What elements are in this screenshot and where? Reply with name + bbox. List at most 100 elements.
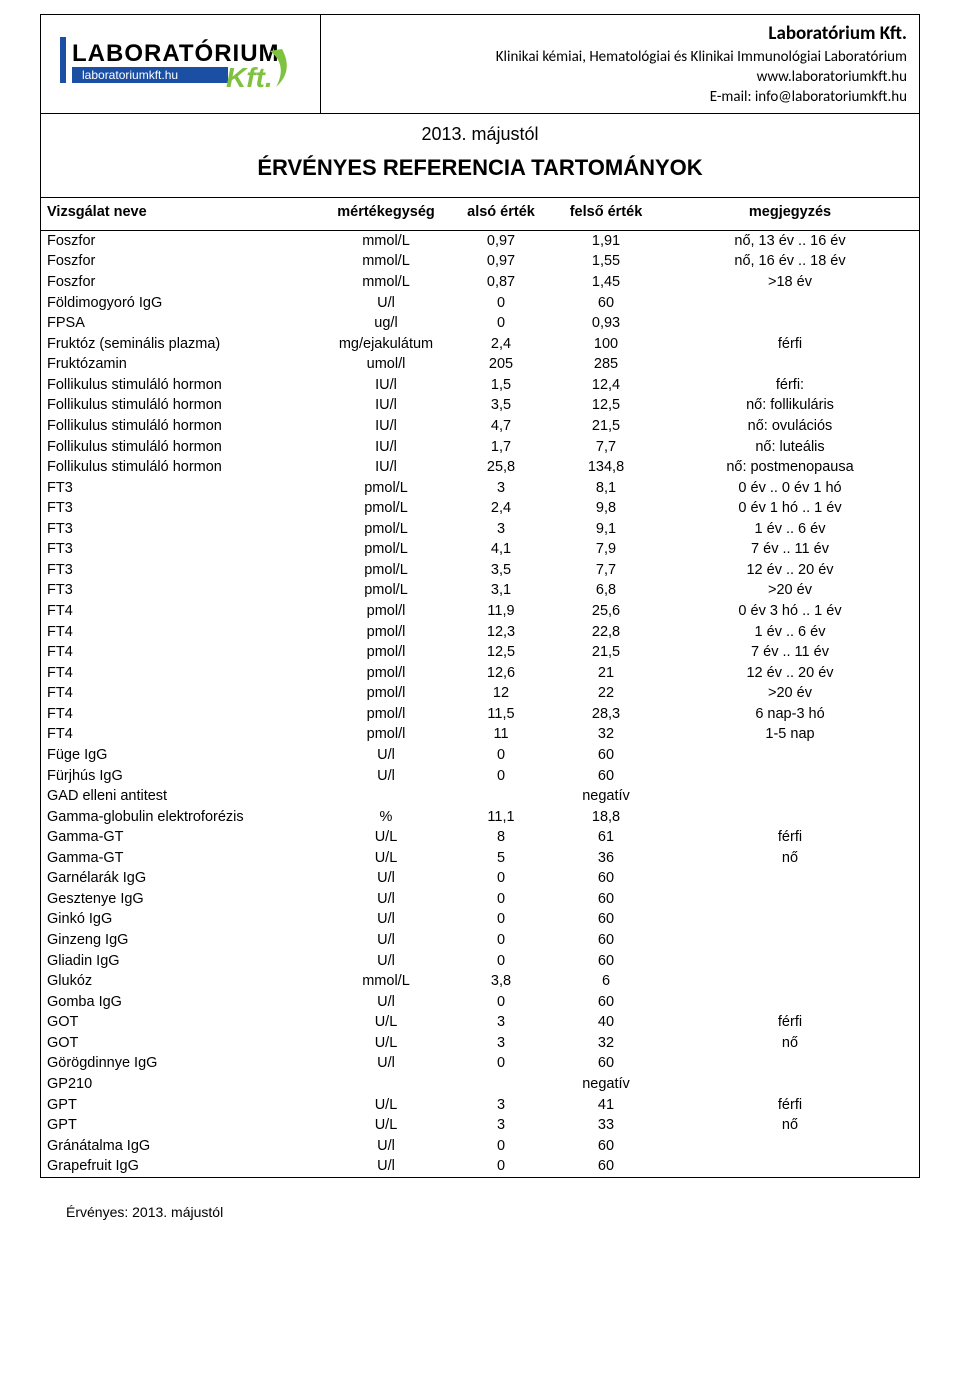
table-cell: 0 [451, 931, 551, 952]
table-cell: % [321, 807, 451, 828]
table-cell [661, 745, 919, 766]
table-row: FT4pmol/l12,521,57 év .. 11 év [41, 643, 919, 664]
table-cell: 0 [451, 889, 551, 910]
table-cell: pmol/l [321, 622, 451, 643]
table-cell: 60 [551, 992, 661, 1013]
table-cell: GPT [41, 1095, 321, 1116]
table-cell: pmol/l [321, 725, 451, 746]
table-cell: Gránátalma IgG [41, 1136, 321, 1157]
table-cell: nő: ovulációs [661, 416, 919, 437]
table-cell: Fruktózamin [41, 355, 321, 376]
table-cell: 28,3 [551, 704, 661, 725]
table-cell: 7,7 [551, 560, 661, 581]
table-row: Gomba IgGU/l060 [41, 992, 919, 1013]
table-row: GPTU/L341férfi [41, 1095, 919, 1116]
table-cell: 11 [451, 725, 551, 746]
table-cell: 0 [451, 951, 551, 972]
table-cell: 60 [551, 889, 661, 910]
table-cell: mmol/L [321, 273, 451, 294]
table-cell: 205 [451, 355, 551, 376]
reference-table: Vizsgálat neve mértékegység alsó érték f… [41, 198, 919, 1177]
main-title: ÉRVÉNYES REFERENCIA TARTOMÁNYOK [41, 155, 919, 181]
table-row: GOTU/L340férfi [41, 1013, 919, 1034]
table-cell: 32 [551, 1033, 661, 1054]
table-row: Gliadin IgGU/l060 [41, 951, 919, 972]
table-row: FT4pmol/l12,322,81 év .. 6 év [41, 622, 919, 643]
table-cell: Gamma-globulin elektroforézis [41, 807, 321, 828]
table-cell: Gamma-GT [41, 828, 321, 849]
table-row: Fruktóz (seminális plazma)mg/ejakulátum2… [41, 334, 919, 355]
table-cell: GOT [41, 1013, 321, 1034]
table-cell: férfi [661, 1095, 919, 1116]
header-row: LABORATÓRIUM laboratoriumkft.hu Kft. Lab… [41, 15, 919, 114]
table-cell: 60 [551, 293, 661, 314]
table-row: Földimogyoró IgGU/l060 [41, 293, 919, 314]
table-cell: 1,7 [451, 437, 551, 458]
table-cell [661, 910, 919, 931]
table-cell: 0,87 [451, 273, 551, 294]
table-cell: Gomba IgG [41, 992, 321, 1013]
table-cell: 25,6 [551, 602, 661, 623]
table-cell: mmol/L [321, 252, 451, 273]
table-cell: 12,4 [551, 375, 661, 396]
table-cell: 6,8 [551, 581, 661, 602]
table-cell: FT4 [41, 622, 321, 643]
table-cell: nő: postmenopausa [661, 458, 919, 479]
table-row: FT4pmol/l11,925,60 év 3 hó .. 1 év [41, 602, 919, 623]
table-cell: >18 év [661, 273, 919, 294]
table-cell: 0 [451, 1157, 551, 1178]
table-cell: Follikulus stimuláló hormon [41, 396, 321, 417]
table-cell [451, 1074, 551, 1095]
table-cell: 6 [551, 972, 661, 993]
table-cell: 33 [551, 1116, 661, 1137]
table-row: FT4pmol/l12,62112 év .. 20 év [41, 663, 919, 684]
title-block: 2013. májustól ÉRVÉNYES REFERENCIA TARTO… [41, 114, 919, 198]
header-email: E-mail: info@laboratoriumkft.hu [327, 87, 907, 107]
table-cell [321, 1074, 451, 1095]
table-cell: 60 [551, 869, 661, 890]
logo-cell: LABORATÓRIUM laboratoriumkft.hu Kft. [41, 15, 321, 113]
table-cell: nő: luteális [661, 437, 919, 458]
table-cell: U/l [321, 869, 451, 890]
table-cell: FPSA [41, 314, 321, 335]
table-cell: 0 év 3 hó .. 1 év [661, 602, 919, 623]
table-cell: Foszfor [41, 273, 321, 294]
table-cell: 60 [551, 745, 661, 766]
table-cell: FT4 [41, 684, 321, 705]
table-cell: 0,97 [451, 252, 551, 273]
table-cell: U/L [321, 848, 451, 869]
table-cell: 2,4 [451, 334, 551, 355]
table-cell: 12 év .. 20 év [661, 560, 919, 581]
table-cell: nő [661, 848, 919, 869]
table-cell: Foszfor [41, 231, 321, 252]
table-cell: 7 év .. 11 év [661, 540, 919, 561]
table-cell: 134,8 [551, 458, 661, 479]
table-row: FT4pmol/l1222>20 év [41, 684, 919, 705]
table-cell: Follikulus stimuláló hormon [41, 458, 321, 479]
table-cell: 3,1 [451, 581, 551, 602]
table-cell: 7 év .. 11 év [661, 643, 919, 664]
table-cell: 12,5 [451, 643, 551, 664]
table-cell: 11,5 [451, 704, 551, 725]
table-cell [661, 1074, 919, 1095]
table-cell: 0,93 [551, 314, 661, 335]
table-cell: Görögdinnye IgG [41, 1054, 321, 1075]
table-cell: 0 [451, 314, 551, 335]
table-cell: 21 [551, 663, 661, 684]
company-name: Laboratórium Kft. [327, 21, 907, 47]
table-cell: Gamma-GT [41, 848, 321, 869]
svg-text:Kft.: Kft. [226, 62, 273, 93]
table-cell: 3 [451, 519, 551, 540]
table-cell: 9,8 [551, 499, 661, 520]
table-cell: 6 nap-3 hó [661, 704, 919, 725]
table-cell: 60 [551, 1136, 661, 1157]
table-cell: 12,3 [451, 622, 551, 643]
table-cell: 2,4 [451, 499, 551, 520]
table-cell: 0 [451, 869, 551, 890]
table-cell: 41 [551, 1095, 661, 1116]
col-header-low: alsó érték [451, 198, 551, 231]
table-row: Füge IgGU/l060 [41, 745, 919, 766]
col-header-name: Vizsgálat neve [41, 198, 321, 231]
table-cell: pmol/l [321, 602, 451, 623]
table-cell: 0,97 [451, 231, 551, 252]
